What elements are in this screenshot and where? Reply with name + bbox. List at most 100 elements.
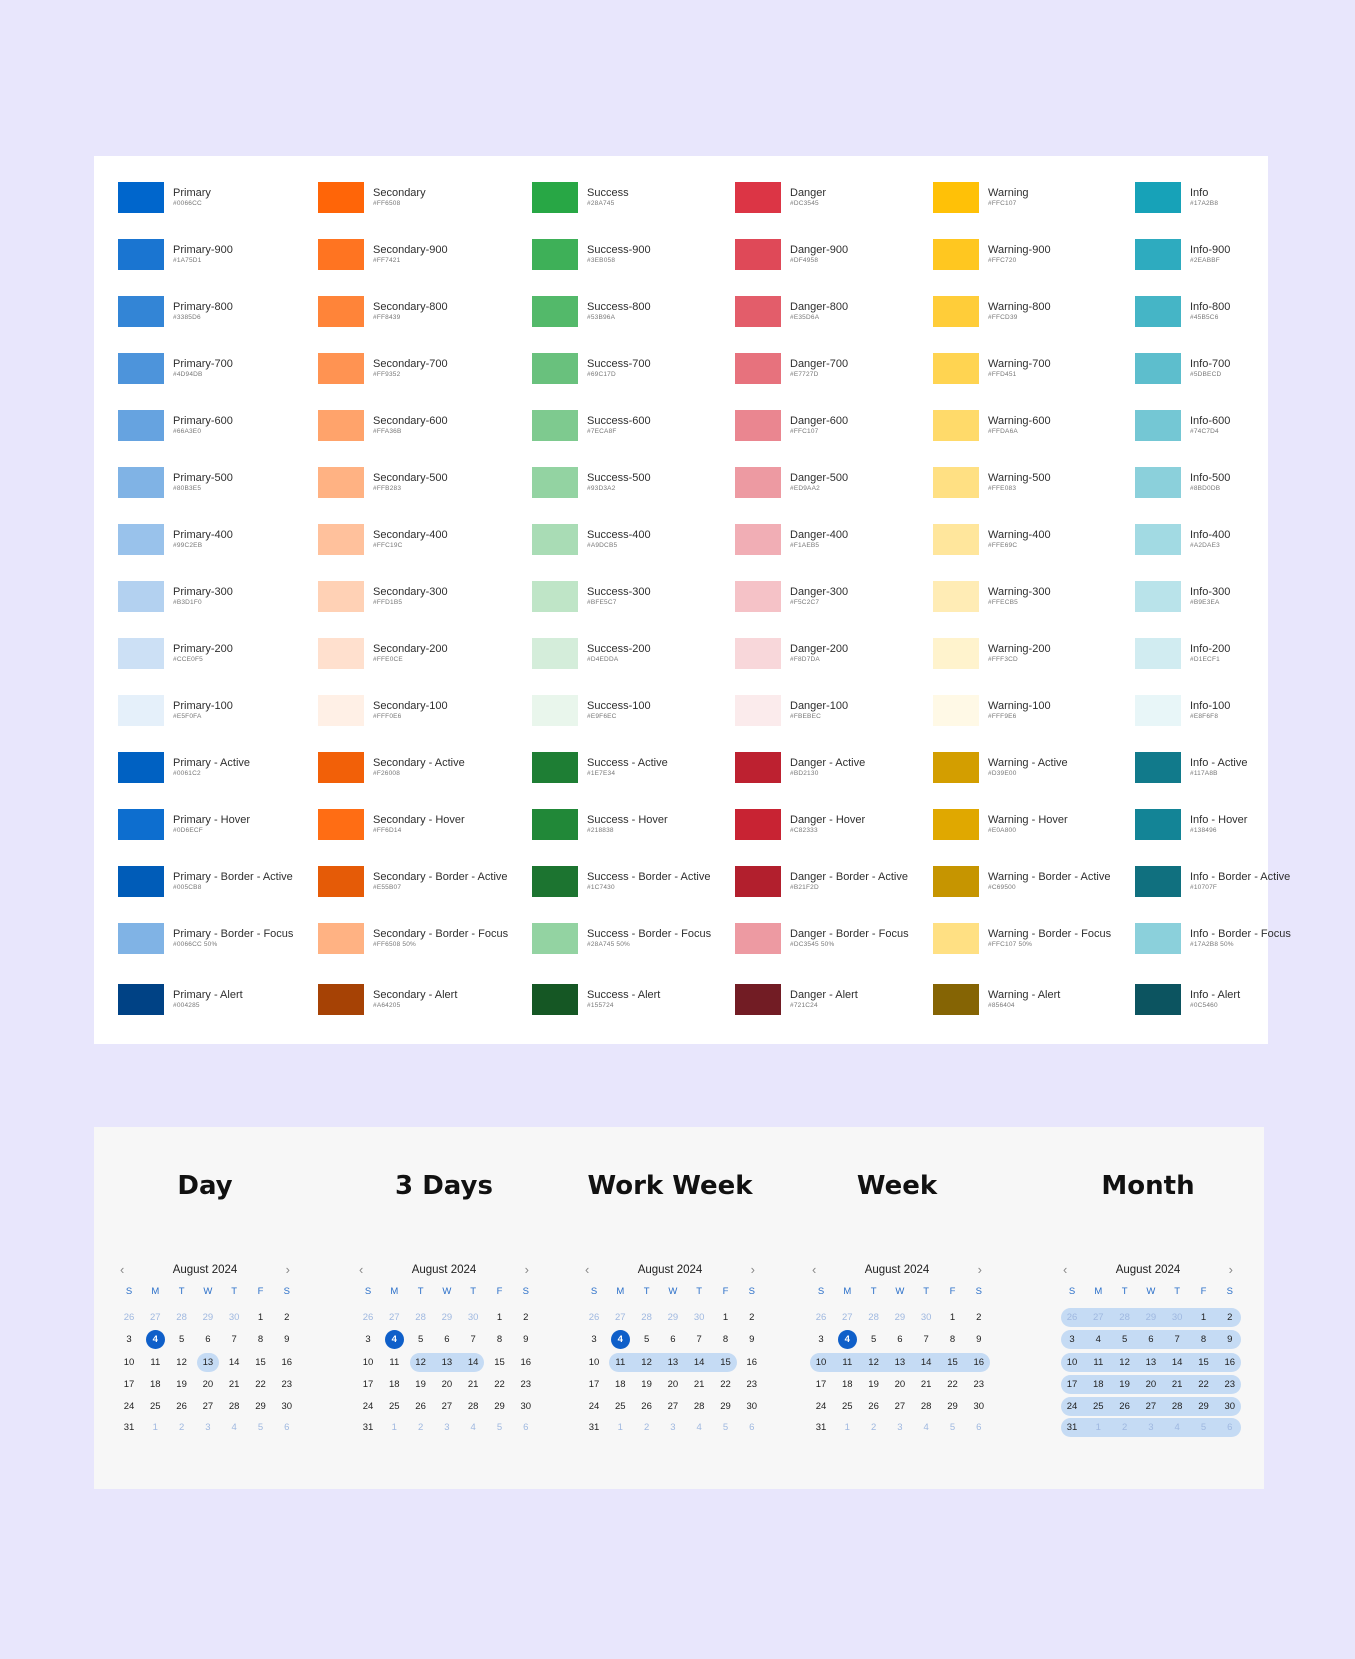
calendar-day-cell[interactable]: 30 — [221, 1307, 247, 1328]
calendar-day-cell[interactable]: 28 — [686, 1396, 712, 1417]
calendar-day-cell[interactable]: 24 — [808, 1396, 834, 1417]
calendar-day-cell[interactable]: 4 — [1085, 1329, 1111, 1350]
calendar-day-cell[interactable]: 26 — [861, 1396, 887, 1417]
calendar-day-cell[interactable]: 9 — [1217, 1329, 1243, 1350]
calendar-day-cell[interactable]: 11 — [1085, 1352, 1111, 1373]
calendar-day-cell[interactable]: 18 — [1085, 1374, 1111, 1395]
calendar-day-cell[interactable]: 2 — [634, 1417, 660, 1438]
calendar-day-cell[interactable]: 5 — [1191, 1417, 1217, 1438]
calendar-day-cell[interactable]: 20 — [887, 1374, 913, 1395]
calendar-day-cell[interactable]: 14 — [1164, 1352, 1190, 1373]
calendar-day-cell[interactable]: 20 — [195, 1374, 221, 1395]
calendar-day-cell[interactable]: 6 — [739, 1417, 765, 1438]
calendar-day-cell[interactable]: 20 — [434, 1374, 460, 1395]
calendar-day-cell[interactable]: 3 — [116, 1329, 142, 1350]
calendar-day-cell[interactable]: 1 — [713, 1307, 739, 1328]
calendar-day-cell[interactable]: 16 — [739, 1352, 765, 1373]
calendar-day-cell[interactable]: 25 — [1085, 1396, 1111, 1417]
calendar-day-cell[interactable]: 29 — [713, 1396, 739, 1417]
calendar-day-cell[interactable]: 5 — [408, 1329, 434, 1350]
calendar-day-cell[interactable]: 3 — [1059, 1329, 1085, 1350]
calendar-day-cell[interactable]: 28 — [460, 1396, 486, 1417]
calendar-day-cell[interactable]: 23 — [739, 1374, 765, 1395]
calendar-day-cell[interactable]: 21 — [913, 1374, 939, 1395]
calendar-day-cell[interactable]: 1 — [834, 1417, 860, 1438]
calendar-day-cell[interactable]: 13 — [195, 1352, 221, 1373]
calendar-day-cell[interactable]: 15 — [940, 1352, 966, 1373]
calendar-day-cell[interactable]: 19 — [634, 1374, 660, 1395]
calendar-day-cell[interactable]: 5 — [248, 1417, 274, 1438]
calendar-day-cell[interactable]: 9 — [966, 1329, 992, 1350]
calendar-day-cell[interactable]: 24 — [355, 1396, 381, 1417]
calendar-day-cell[interactable]: 3 — [355, 1329, 381, 1350]
calendar-day-cell[interactable]: 23 — [513, 1374, 539, 1395]
calendar-day-cell[interactable]: 12 — [169, 1352, 195, 1373]
calendar-day-cell[interactable]: 31 — [808, 1417, 834, 1438]
calendar-day-cell[interactable]: 29 — [940, 1396, 966, 1417]
calendar-day-cell[interactable]: 19 — [169, 1374, 195, 1395]
calendar-day-cell[interactable]: 21 — [1164, 1374, 1190, 1395]
calendar-day-cell[interactable]: 1 — [940, 1307, 966, 1328]
calendar-day-cell[interactable]: 1 — [607, 1417, 633, 1438]
calendar-day-cell[interactable]: 23 — [966, 1374, 992, 1395]
calendar-day-cell[interactable]: 19 — [1112, 1374, 1138, 1395]
calendar-day-cell[interactable]: 30 — [913, 1307, 939, 1328]
calendar-today-cell[interactable]: 4 — [607, 1329, 633, 1350]
calendar-day-cell[interactable]: 22 — [248, 1374, 274, 1395]
calendar-day-cell[interactable]: 22 — [713, 1374, 739, 1395]
calendar-day-cell[interactable]: 29 — [887, 1307, 913, 1328]
calendar-day-cell[interactable]: 29 — [660, 1307, 686, 1328]
calendar-day-cell[interactable]: 4 — [221, 1417, 247, 1438]
calendar-day-cell[interactable]: 15 — [713, 1352, 739, 1373]
calendar-day-cell[interactable]: 10 — [355, 1352, 381, 1373]
calendar-day-cell[interactable]: 12 — [634, 1352, 660, 1373]
calendar-day-cell[interactable]: 28 — [408, 1307, 434, 1328]
calendar-day-cell[interactable]: 18 — [142, 1374, 168, 1395]
calendar-day-cell[interactable]: 27 — [142, 1307, 168, 1328]
calendar-day-cell[interactable]: 14 — [913, 1352, 939, 1373]
calendar-day-cell[interactable]: 5 — [1112, 1329, 1138, 1350]
calendar-day-cell[interactable]: 3 — [434, 1417, 460, 1438]
calendar-day-cell[interactable]: 4 — [1164, 1417, 1190, 1438]
chevron-right-icon[interactable]: › — [1228, 1262, 1233, 1277]
calendar-day-cell[interactable]: 4 — [686, 1417, 712, 1438]
calendar-day-cell[interactable]: 1 — [381, 1417, 407, 1438]
calendar-day-cell[interactable]: 25 — [607, 1396, 633, 1417]
calendar-day-cell[interactable]: 17 — [808, 1374, 834, 1395]
calendar-day-cell[interactable]: 1 — [1191, 1307, 1217, 1328]
calendar-day-cell[interactable]: 29 — [1191, 1396, 1217, 1417]
calendar-day-cell[interactable]: 30 — [1164, 1307, 1190, 1328]
calendar-day-cell[interactable]: 2 — [169, 1417, 195, 1438]
calendar-day-cell[interactable]: 24 — [1059, 1396, 1085, 1417]
calendar-day-cell[interactable]: 25 — [381, 1396, 407, 1417]
calendar-day-cell[interactable]: 15 — [248, 1352, 274, 1373]
calendar-day-cell[interactable]: 16 — [274, 1352, 300, 1373]
calendar-day-cell[interactable]: 28 — [634, 1307, 660, 1328]
calendar-day-cell[interactable]: 7 — [221, 1329, 247, 1350]
calendar-day-cell[interactable]: 10 — [116, 1352, 142, 1373]
calendar-day-cell[interactable]: 22 — [1191, 1374, 1217, 1395]
calendar-day-cell[interactable]: 30 — [274, 1396, 300, 1417]
calendar-day-cell[interactable]: 19 — [861, 1374, 887, 1395]
calendar-day-cell[interactable]: 30 — [460, 1307, 486, 1328]
calendar-day-cell[interactable]: 28 — [221, 1396, 247, 1417]
calendar-day-cell[interactable]: 6 — [513, 1417, 539, 1438]
calendar-day-cell[interactable]: 11 — [142, 1352, 168, 1373]
calendar-day-cell[interactable]: 17 — [355, 1374, 381, 1395]
calendar-day-cell[interactable]: 1 — [487, 1307, 513, 1328]
calendar-day-cell[interactable]: 30 — [739, 1396, 765, 1417]
calendar-day-cell[interactable]: 28 — [913, 1396, 939, 1417]
calendar-day-cell[interactable]: 14 — [686, 1352, 712, 1373]
calendar-day-cell[interactable]: 13 — [660, 1352, 686, 1373]
calendar-day-cell[interactable]: 29 — [248, 1396, 274, 1417]
calendar-day-cell[interactable]: 26 — [408, 1396, 434, 1417]
calendar-day-cell[interactable]: 1 — [1085, 1417, 1111, 1438]
chevron-right-icon[interactable]: › — [750, 1262, 755, 1277]
calendar-day-cell[interactable]: 31 — [355, 1417, 381, 1438]
calendar-day-cell[interactable]: 29 — [195, 1307, 221, 1328]
calendar-day-cell[interactable]: 29 — [1138, 1307, 1164, 1328]
calendar-day-cell[interactable]: 2 — [408, 1417, 434, 1438]
calendar-day-cell[interactable]: 5 — [169, 1329, 195, 1350]
calendar-day-cell[interactable]: 27 — [660, 1396, 686, 1417]
calendar-day-cell[interactable]: 2 — [861, 1417, 887, 1438]
